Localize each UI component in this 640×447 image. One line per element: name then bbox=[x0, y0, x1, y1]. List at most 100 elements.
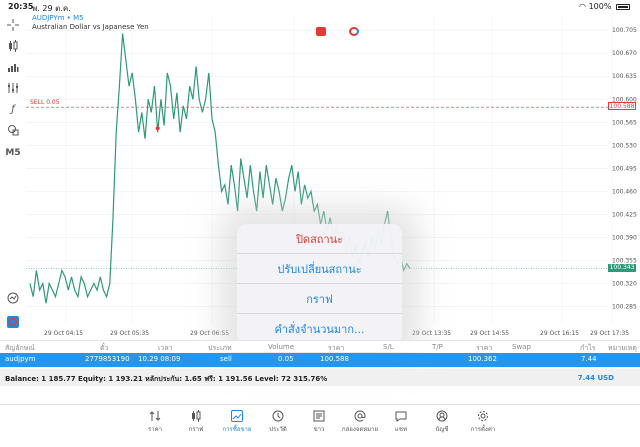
position-type: sell bbox=[220, 355, 232, 363]
position-ticket: 2779853190 bbox=[85, 355, 130, 363]
col-comment: หมายเหตุ bbox=[608, 344, 637, 352]
one-click-trading-icon[interactable] bbox=[5, 290, 21, 306]
position-volume: 0.05 bbox=[278, 355, 294, 363]
battery-label: 100% bbox=[588, 2, 612, 11]
chart-menu-item[interactable]: กราฟ bbox=[237, 284, 402, 314]
account-icon bbox=[436, 410, 448, 422]
y-tick-label: 100.530 bbox=[612, 142, 637, 149]
tab-history[interactable]: ประวัติ bbox=[257, 410, 299, 434]
tab-chart-label: กราฟ bbox=[188, 426, 204, 433]
y-tick-label: 100.495 bbox=[612, 165, 637, 172]
status-date: พ. 29 ต.ค. bbox=[32, 4, 71, 13]
col-profit: กำไร bbox=[580, 344, 596, 352]
status-bar: 20:35 พ. 29 ต.ค. ◠ 100% bbox=[0, 0, 640, 13]
col-price: ราคา bbox=[328, 344, 345, 352]
tab-mailbox-label: กล่องจดหมาย bbox=[341, 426, 379, 433]
function-icon[interactable]: ƒ bbox=[11, 103, 15, 115]
y-tick-label: 100.390 bbox=[612, 234, 637, 241]
balance-bar: Balance: 1 185.77 Equity: 1 193.21 หลักป… bbox=[0, 369, 640, 386]
tab-news[interactable]: ข่าว bbox=[298, 410, 340, 434]
tab-trade[interactable]: การซื้อขาย bbox=[216, 410, 258, 434]
col-ticket: ตั๋ว bbox=[100, 344, 109, 352]
broker-logo-icon[interactable] bbox=[5, 314, 21, 330]
x-tick-label: 29 Oct 13:35 bbox=[412, 330, 451, 337]
objects-icon[interactable] bbox=[5, 122, 21, 138]
trade-icon bbox=[231, 410, 243, 422]
tab-settings-label: การตั้งค่า bbox=[470, 426, 496, 433]
x-tick-label: 29 Oct 04:15 bbox=[44, 330, 83, 337]
y-tick-label: 100.565 bbox=[612, 119, 637, 126]
sell-entry-marker bbox=[155, 126, 160, 131]
modify-position-menu-item[interactable]: ปรับเปลี่ยนสถานะ bbox=[237, 254, 402, 284]
x-tick-label: 29 Oct 16:15 bbox=[540, 330, 579, 337]
tab-settings[interactable]: การตั้งค่า bbox=[462, 410, 504, 434]
position-price: 100.588 bbox=[320, 355, 349, 363]
tab-trade-label: การซื้อขาย bbox=[222, 426, 252, 433]
col-volume: Volume bbox=[268, 343, 295, 351]
tab-mailbox[interactable]: กล่องจดหมาย bbox=[339, 410, 381, 434]
chart-symbol: AUDJPYm • M5 bbox=[32, 14, 84, 22]
y-tick-label: 100.320 bbox=[612, 281, 637, 288]
bottom-tab-bar: ราคา กราฟ การซื้อขาย ประวัติ ข่าว กล่องจ… bbox=[0, 404, 640, 447]
crosshair-icon[interactable] bbox=[5, 17, 21, 33]
close-position-menu-item[interactable]: ปิดสถานะ bbox=[237, 224, 402, 254]
tab-account-label: บัญชี bbox=[435, 426, 449, 433]
y-tick-label: 100.460 bbox=[612, 188, 637, 195]
col-current-price: ราคา bbox=[476, 344, 493, 352]
y-tick-label: 100.705 bbox=[612, 27, 637, 34]
tab-history-label: ประวัติ bbox=[269, 426, 287, 433]
timeframe-button[interactable]: M5 bbox=[5, 148, 21, 158]
chart-icon bbox=[190, 410, 202, 422]
col-time: เวลา bbox=[158, 344, 173, 352]
tab-account[interactable]: บัญชี bbox=[421, 410, 463, 434]
settings-sliders-icon[interactable] bbox=[5, 80, 21, 96]
at-icon bbox=[354, 410, 366, 422]
sell-label: SELL 0.05 bbox=[30, 99, 60, 106]
col-tp: T/P bbox=[432, 343, 443, 351]
chat-icon bbox=[395, 410, 407, 422]
tab-news-label: ข่าว bbox=[313, 426, 325, 433]
balance-summary: Balance: 1 185.77 Equity: 1 193.21 หลักป… bbox=[5, 375, 328, 383]
status-right: ◠ 100% bbox=[579, 2, 630, 11]
indicators-icon[interactable] bbox=[5, 59, 21, 75]
position-profit: 7.44 bbox=[581, 355, 597, 363]
position-current-price: 100.362 bbox=[468, 355, 497, 363]
wifi-icon: ◠ bbox=[579, 2, 587, 11]
x-tick-label: 29 Oct 06:55 bbox=[190, 330, 229, 337]
broker-ring-icon[interactable] bbox=[349, 27, 360, 36]
sell-price-box: 100.588 bbox=[608, 102, 636, 110]
chart-toolbar: ƒ M5 bbox=[0, 13, 26, 333]
chart-header-icons bbox=[316, 21, 377, 40]
tab-chat-label: แชท bbox=[395, 426, 407, 433]
y-tick-label: 100.670 bbox=[612, 50, 637, 57]
current-price-box: 100.343 bbox=[608, 264, 636, 272]
col-swap: Swap bbox=[512, 343, 531, 351]
status-time: 20:35 bbox=[8, 2, 34, 11]
tab-chat[interactable]: แชท bbox=[380, 410, 422, 434]
position-row[interactable]: audjpym 2779853190 10.29 08:09 sell 0.05… bbox=[0, 353, 640, 367]
history-icon bbox=[272, 410, 284, 422]
bulk-orders-menu-item[interactable]: คำสั่งจำนวนมาก... bbox=[274, 323, 365, 336]
tab-chart[interactable]: กราฟ bbox=[175, 410, 217, 434]
col-type: ประเภท bbox=[208, 344, 232, 352]
tab-quotes-label: ราคา bbox=[148, 426, 162, 433]
total-profit: 7.44 USD bbox=[577, 374, 614, 382]
news-icon bbox=[313, 410, 325, 422]
positions-header: สัญลักษณ์ ตั๋ว เวลา ประเภท Volume ราคา S… bbox=[0, 340, 640, 352]
tab-quotes[interactable]: ราคา bbox=[134, 410, 176, 434]
battery-icon bbox=[616, 3, 630, 10]
gear-icon bbox=[477, 410, 489, 422]
position-context-menu: ปิดสถานะ ปรับเปลี่ยนสถานะ กราฟ คำสั่งจำน… bbox=[237, 224, 402, 344]
x-tick-label: 29 Oct 14:55 bbox=[470, 330, 509, 337]
candles-icon[interactable] bbox=[5, 38, 21, 54]
col-sl: S/L bbox=[383, 343, 394, 351]
position-symbol: audjpym bbox=[5, 355, 36, 363]
y-tick-label: 100.600 bbox=[612, 96, 637, 103]
col-symbol: สัญลักษณ์ bbox=[5, 344, 35, 352]
flag-icon[interactable] bbox=[316, 27, 326, 36]
quotes-icon bbox=[149, 410, 161, 422]
y-tick-label: 100.355 bbox=[612, 257, 637, 264]
x-tick-label: 29 Oct 17:35 bbox=[590, 330, 629, 337]
position-time: 10.29 08:09 bbox=[138, 355, 181, 363]
x-tick-label: 29 Oct 05:35 bbox=[110, 330, 149, 337]
